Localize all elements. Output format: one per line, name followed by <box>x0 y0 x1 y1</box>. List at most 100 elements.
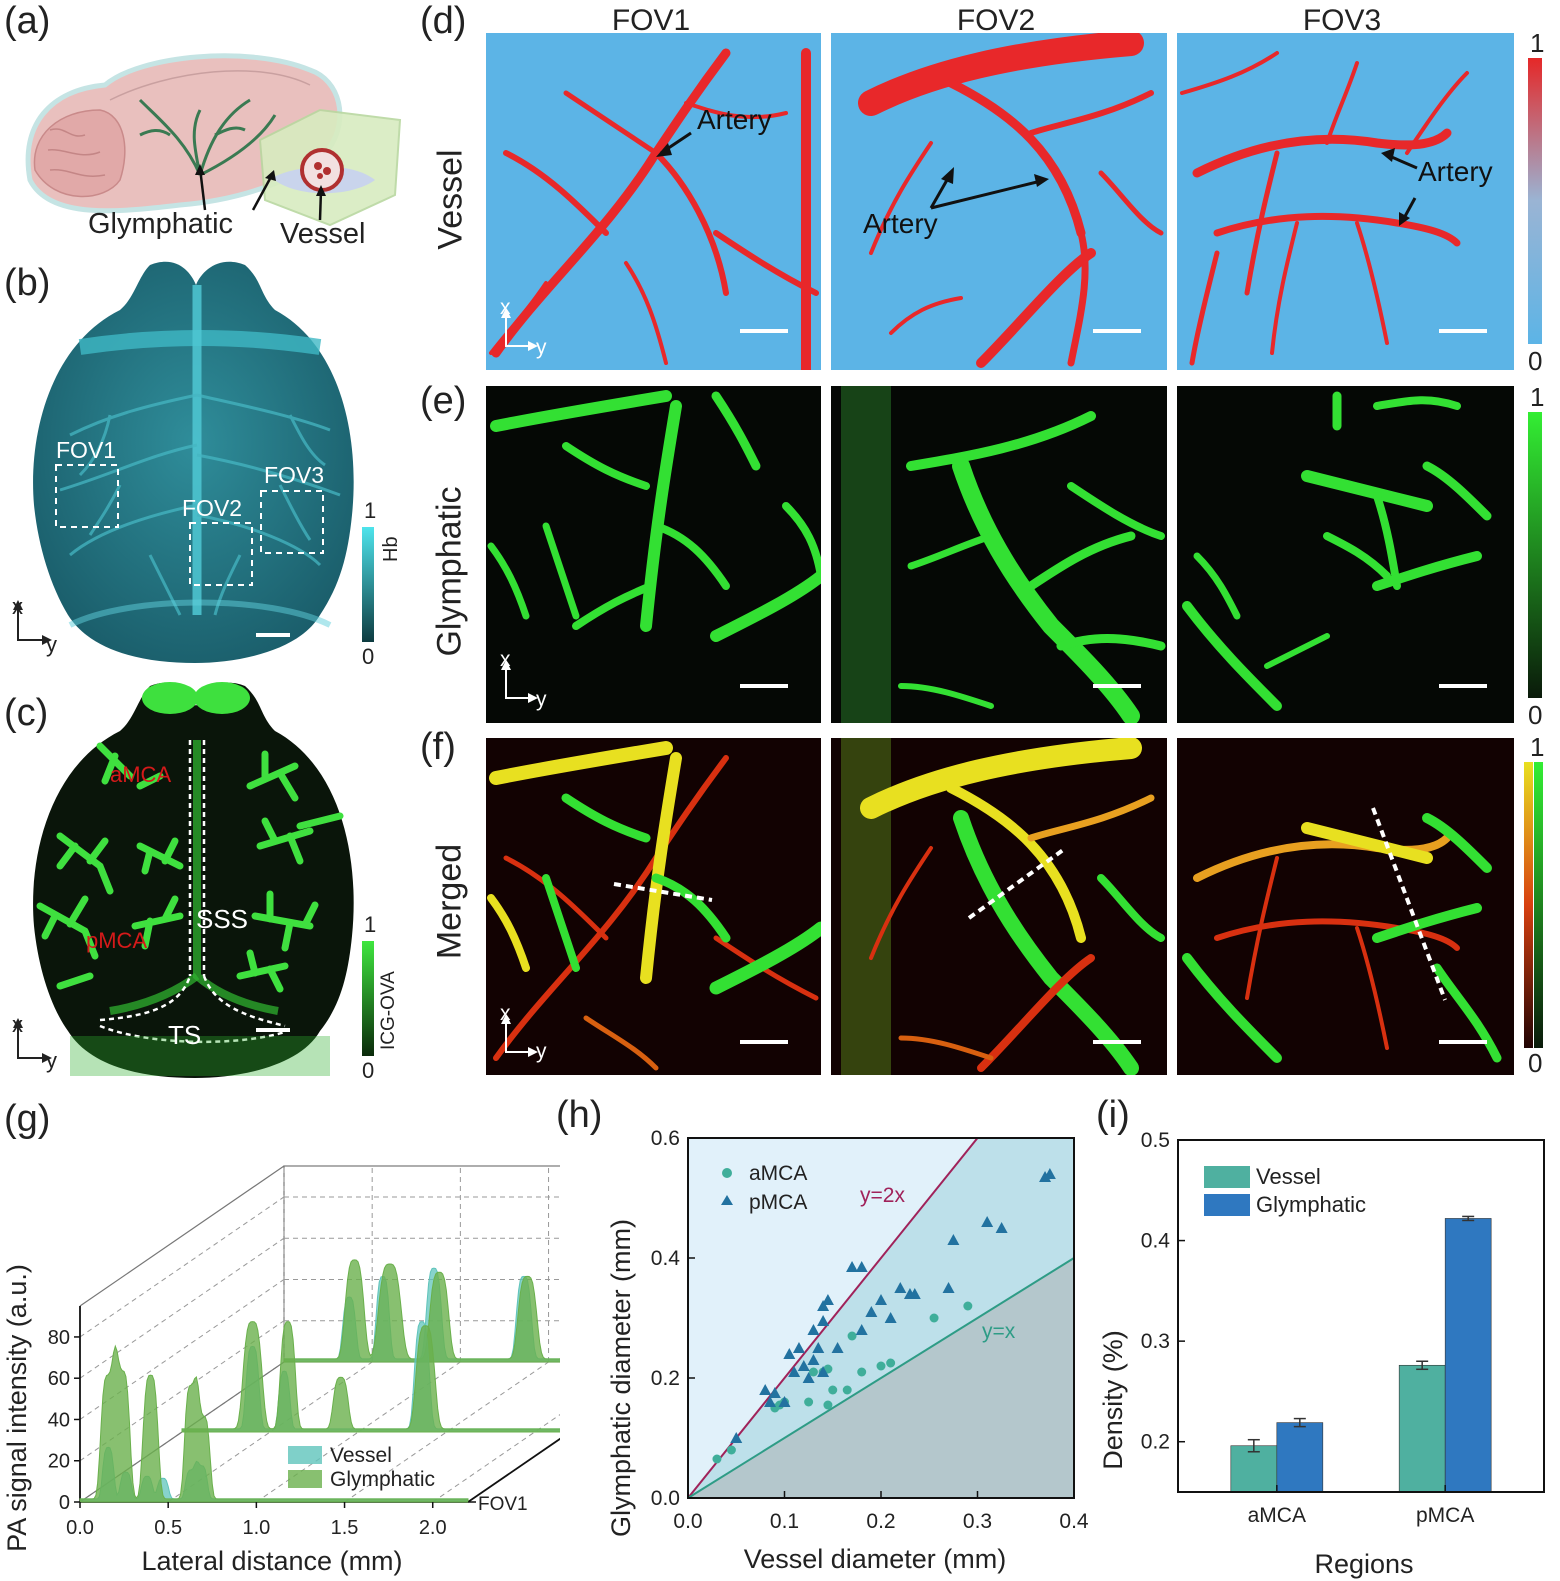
merged-cbar-min: 0 <box>1528 1048 1543 1078</box>
h-point-pmca <box>812 1342 825 1353</box>
axes-icon-e <box>501 660 538 703</box>
icg-brain-map <box>33 682 354 1078</box>
col-label-fov3: FOV3 <box>1302 4 1382 37</box>
g-ytick-label: 40 <box>48 1409 70 1431</box>
g-xtick-label: 1.5 <box>331 1517 359 1539</box>
g-ylabel: PA signal intensity (a.u.) <box>2 1264 32 1552</box>
label-pmca: pMCA <box>86 928 148 953</box>
h-legend: aMCA pMCA <box>721 1162 807 1214</box>
h-point-pmca <box>778 1396 791 1407</box>
h-point-amca <box>929 1313 939 1323</box>
hb-cbar-max: 1 <box>364 498 377 523</box>
h-xlabel: Vessel diameter (mm) <box>744 1544 1007 1574</box>
h-point-pmca <box>797 1360 810 1371</box>
h-ytick-label: 0.2 <box>651 1367 680 1390</box>
axes-icon-c <box>13 1018 52 1063</box>
hb-cbar-min: 0 <box>362 644 375 669</box>
row-label-merged: Merged <box>430 843 469 960</box>
h-point-pmca <box>759 1384 772 1395</box>
i-xtick-label-pmca: pMCA <box>1416 1504 1474 1527</box>
g-xlabel: Lateral distance (mm) <box>141 1546 402 1576</box>
i-legend: Vessel Glymphatic <box>1204 1164 1366 1217</box>
merged-colorbar-red <box>1524 762 1533 1048</box>
h-ref-line-1 <box>687 1257 1075 1499</box>
h-point-amca <box>823 1400 833 1410</box>
chart-g-waterfall: 0.00.51.01.52.0020406080FOV1FOV2FOV3 Lat… <box>2 1165 560 1576</box>
g-area-fov1-glymphatic <box>79 1344 469 1503</box>
i-ytick-label: 0.2 <box>1141 1431 1170 1454</box>
panel-label-e: (e) <box>420 380 467 422</box>
h-point-amca <box>876 1361 886 1371</box>
h-line-label-1x: y=x <box>982 1320 1016 1343</box>
i-ytick-label: 0.3 <box>1141 1330 1170 1353</box>
icg-colorbar <box>362 941 374 1056</box>
artery-label-fov2: Artery <box>863 208 938 239</box>
i-bar-glymphatic-amca <box>1276 1422 1324 1493</box>
h-ytick-label: 0.4 <box>651 1247 681 1270</box>
h-point-pmca <box>817 1366 830 1377</box>
h-point-pmca <box>947 1234 960 1245</box>
artery-label-fov1: Artery <box>697 104 772 135</box>
h-point-amca <box>828 1385 838 1395</box>
h-xtick-label: 0.3 <box>963 1510 992 1533</box>
i-xtick-label-amca: aMCA <box>1248 1504 1306 1527</box>
axis-x-f: x <box>500 1002 511 1025</box>
g-xtick-label: 1.0 <box>242 1517 270 1539</box>
i-ytick-label: 0.4 <box>1141 1230 1171 1253</box>
h-band-between <box>688 1138 1074 1498</box>
h-point-amca <box>712 1454 722 1464</box>
glymphatic-fov1-image <box>486 386 821 723</box>
axis-y-e: y <box>536 688 547 711</box>
h-point-pmca <box>807 1354 820 1365</box>
artery-label-fov3: Artery <box>1418 156 1493 187</box>
h-xtick-label: 0.2 <box>866 1510 895 1533</box>
glymphatic-fov2-image <box>831 386 1167 723</box>
h-point-pmca <box>855 1261 868 1272</box>
panel-label-a: (a) <box>4 0 51 42</box>
h-point-pmca <box>783 1348 796 1359</box>
chart-i-bar: 0.2 0.3 0.4 0.5 aMCA pMCA Regions Density (%)… <box>1098 1129 1545 1579</box>
fov1-box-label: FOV1 <box>56 437 117 463</box>
glymphatic-cbar-min: 0 <box>1528 700 1543 730</box>
h-point-pmca <box>788 1366 801 1377</box>
merged-cbar-max: 1 <box>1530 732 1545 762</box>
glymphatic-fov3-image <box>1177 386 1514 723</box>
h-point-pmca <box>831 1342 844 1353</box>
i-legend-glymphatic: Glymphatic <box>1256 1192 1366 1217</box>
axis-y-c: y <box>46 1048 57 1073</box>
h-point-pmca <box>981 1216 994 1227</box>
panel-label-f: (f) <box>420 726 456 768</box>
i-legend-vessel: Vessel <box>1256 1164 1321 1189</box>
axis-x-c: x <box>12 1012 23 1037</box>
icg-cbar-min: 0 <box>362 1058 375 1083</box>
h-ytick-label: 0.6 <box>651 1128 680 1150</box>
h-point-pmca <box>846 1261 859 1272</box>
vessel-cbar-min: 0 <box>1528 346 1543 376</box>
i-bar-glymphatic-pmca <box>1444 1218 1492 1493</box>
g-area-fov3-glymphatic <box>283 1259 560 1363</box>
h-legend-pmca: pMCA <box>749 1191 807 1214</box>
g-xtick-label: 0.5 <box>154 1517 182 1539</box>
axis-y-b: y <box>46 632 57 657</box>
h-point-pmca <box>908 1288 921 1299</box>
h-point-pmca <box>764 1396 777 1407</box>
h-point-pmca <box>792 1342 805 1353</box>
h-point-pmca <box>807 1324 820 1335</box>
i-bar-vessel-pmca <box>1398 1364 1446 1493</box>
axes-icon-d <box>501 308 538 351</box>
panel-label-i: (i) <box>1096 1094 1130 1136</box>
h-xtick-label: 0.1 <box>770 1510 799 1533</box>
panel-label-h: (h) <box>556 1094 603 1136</box>
g-depth-label-fov1: FOV1 <box>478 1494 528 1515</box>
h-point-pmca <box>802 1372 815 1383</box>
h-legend-marker-amca <box>722 1168 732 1178</box>
h-point-pmca <box>817 1300 830 1311</box>
panel-label-g: (g) <box>4 1098 51 1140</box>
h-ylabel: Glymphatic diameter (mm) <box>606 1219 636 1537</box>
i-frame <box>1177 1139 1545 1493</box>
h-point-amca <box>857 1367 867 1377</box>
g-xtick-label: 0.0 <box>66 1517 94 1539</box>
glymphatic-cbar-max: 1 <box>1530 382 1545 412</box>
h-point-amca <box>808 1367 818 1377</box>
h-point-pmca <box>855 1324 868 1335</box>
